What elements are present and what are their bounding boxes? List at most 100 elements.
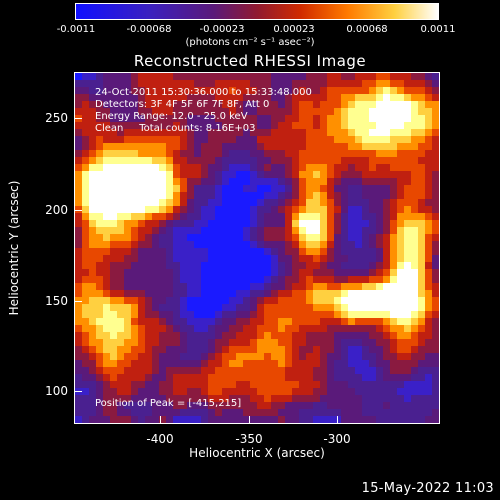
heatmap-cell: [145, 94, 153, 102]
heatmap-cell: [145, 241, 153, 249]
heatmap-cell: [222, 143, 230, 151]
heatmap-cell: [103, 255, 111, 263]
heatmap-cell: [383, 150, 391, 158]
heatmap-cell: [250, 150, 258, 158]
heatmap-cell: [257, 136, 265, 144]
heatmap-cell: [264, 192, 272, 200]
heatmap-cell: [306, 136, 314, 144]
heatmap-cell: [159, 325, 167, 333]
heatmap-cell: [124, 73, 132, 81]
heatmap-cell: [229, 374, 237, 382]
heatmap-cell: [103, 122, 111, 130]
heatmap-cell: [299, 367, 307, 375]
heatmap-cell: [103, 94, 111, 102]
heatmap-cell: [173, 115, 181, 123]
heatmap-cell: [432, 199, 439, 207]
heatmap-cell: [187, 213, 195, 221]
heatmap-cell: [355, 115, 363, 123]
heatmap-cell: [418, 325, 426, 333]
heatmap-cell: [257, 213, 265, 221]
heatmap-cell: [173, 318, 181, 326]
heatmap-cell: [362, 332, 370, 340]
heatmap-cell: [348, 297, 356, 305]
heatmap-cell: [362, 283, 370, 291]
heatmap-cell: [250, 171, 258, 179]
heatmap-cell: [425, 227, 433, 235]
heatmap-cell: [383, 227, 391, 235]
heatmap-cell: [327, 367, 335, 375]
heatmap-cell: [215, 332, 223, 340]
heatmap-cell: [278, 353, 286, 361]
heatmap-cell: [348, 395, 356, 403]
heatmap-cell: [313, 297, 321, 305]
heatmap-cell: [278, 220, 286, 228]
heatmap-cell: [138, 416, 146, 423]
heatmap-cell: [173, 283, 181, 291]
heatmap-cell: [229, 276, 237, 284]
heatmap-cell: [376, 360, 384, 368]
heatmap-cell: [117, 297, 125, 305]
heatmap-cell: [320, 388, 328, 396]
heatmap-cell: [362, 199, 370, 207]
heatmap-cell: [187, 178, 195, 186]
heatmap-cell: [292, 339, 300, 347]
heatmap-cell: [271, 150, 279, 158]
heatmap-cell: [348, 353, 356, 361]
heatmap-cell: [201, 122, 209, 130]
heatmap-cell: [383, 367, 391, 375]
heatmap-cell: [327, 80, 335, 88]
heatmap-cell: [110, 213, 118, 221]
heatmap-cell: [208, 318, 216, 326]
heatmap-cell: [285, 171, 293, 179]
heatmap-cell: [243, 381, 251, 389]
heatmap-cell: [257, 262, 265, 270]
heatmap-cell: [299, 87, 307, 95]
heatmap-cell: [82, 332, 90, 340]
heatmap-cell: [257, 241, 265, 249]
heatmap-cell: [334, 283, 342, 291]
heatmap-cell: [180, 381, 188, 389]
heatmap-cell: [320, 129, 328, 137]
heatmap-cell: [306, 150, 314, 158]
heatmap-cell: [82, 80, 90, 88]
heatmap-cell: [306, 388, 314, 396]
heatmap-cell: [166, 269, 174, 277]
heatmap-cell: [285, 269, 293, 277]
heatmap-cell: [327, 157, 335, 165]
heatmap-cell: [404, 73, 412, 81]
heatmap-cell: [257, 122, 265, 130]
heatmap-cell: [222, 220, 230, 228]
heatmap-cell: [124, 101, 132, 109]
heatmap-cell: [404, 192, 412, 200]
heatmap-cell: [166, 101, 174, 109]
heatmap-cell: [222, 206, 230, 214]
heatmap-cell: [236, 129, 244, 137]
heatmap-cell: [327, 269, 335, 277]
heatmap-cell: [96, 262, 104, 270]
heatmap-cell: [264, 241, 272, 249]
heatmap-cell: [397, 178, 405, 186]
heatmap-cell: [313, 318, 321, 326]
heatmap-cell: [425, 353, 433, 361]
heatmap-cell: [271, 73, 279, 81]
heatmap-cell: [243, 234, 251, 242]
heatmap-cell: [75, 213, 83, 221]
heatmap-cell: [292, 199, 300, 207]
heatmap-cell: [292, 416, 300, 423]
heatmap-cell: [390, 269, 398, 277]
heatmap-cell: [320, 94, 328, 102]
heatmap-cell: [327, 94, 335, 102]
heatmap-cell: [257, 311, 265, 319]
heatmap-cell: [418, 409, 426, 417]
heatmap-cell: [194, 73, 202, 81]
heatmap-cell: [369, 416, 377, 423]
heatmap-cell: [117, 108, 125, 116]
heatmap-cell: [383, 199, 391, 207]
heatmap-cell: [180, 220, 188, 228]
heatmap-cell: [82, 402, 90, 410]
heatmap-cell: [229, 87, 237, 95]
heatmap-cell: [418, 255, 426, 263]
heatmap-cell: [397, 80, 405, 88]
heatmap-cell: [187, 108, 195, 116]
heatmap-cell: [201, 318, 209, 326]
